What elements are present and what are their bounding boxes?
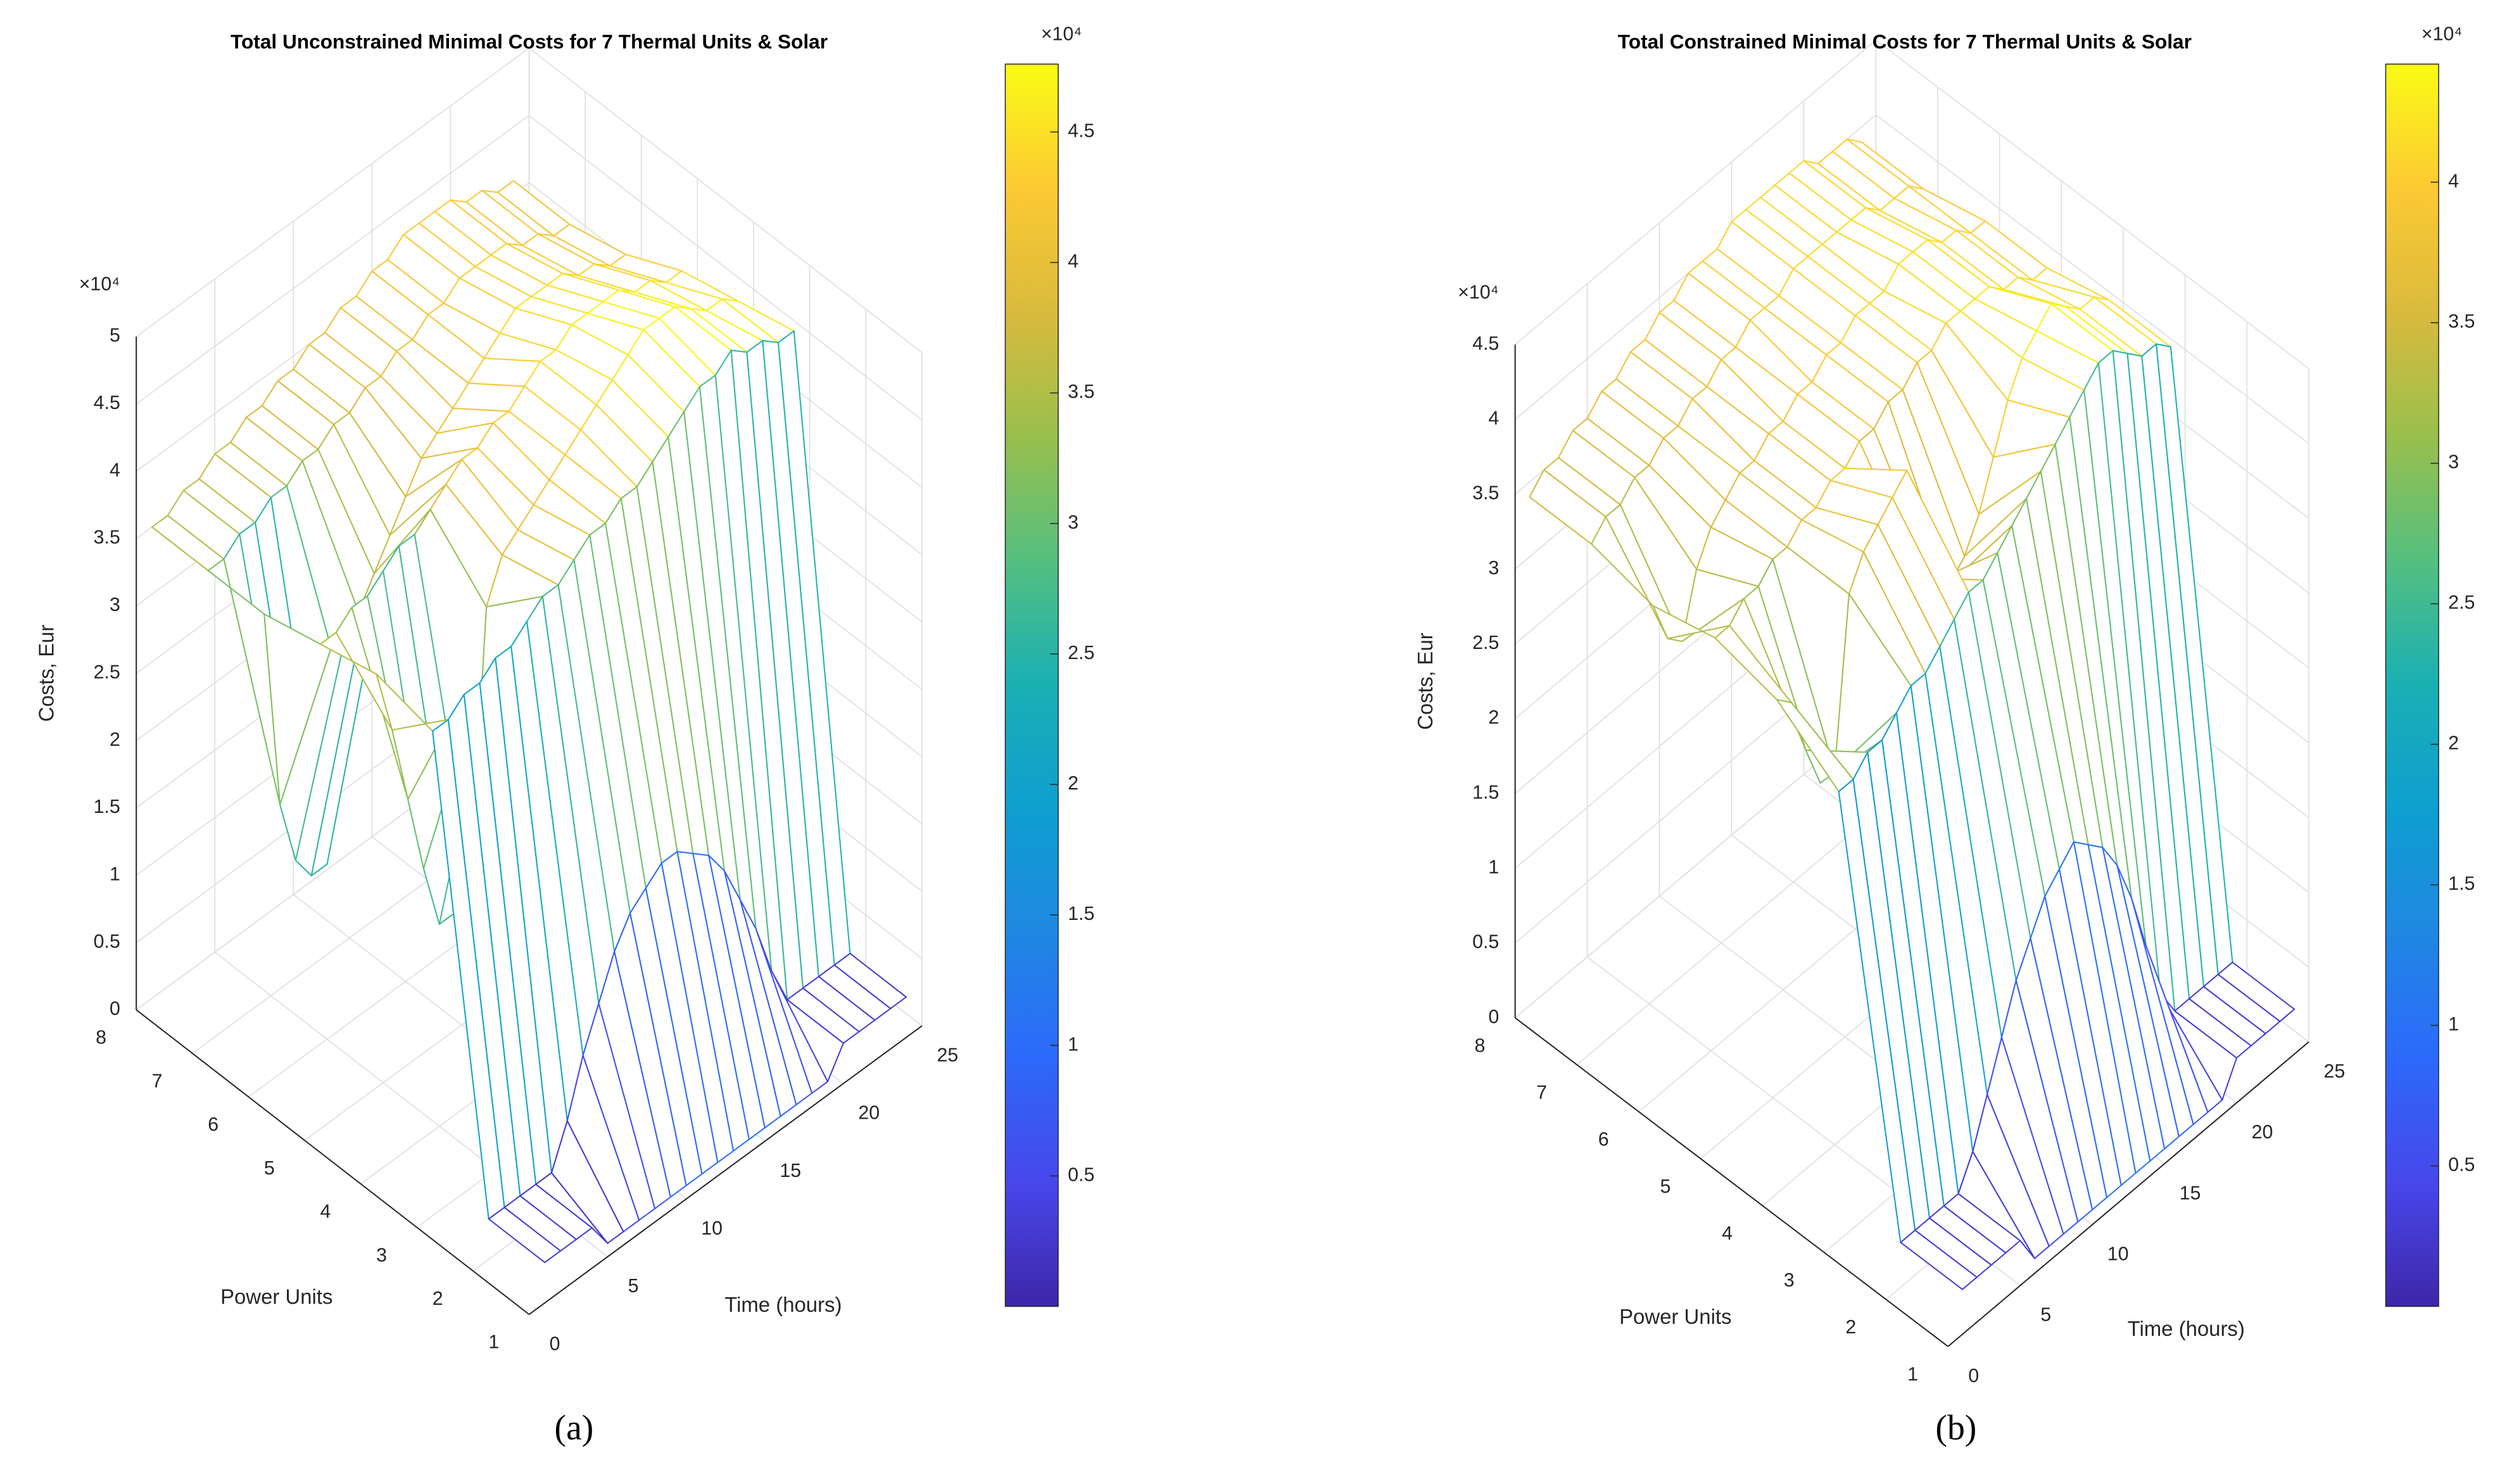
mesh-cell bbox=[1900, 1229, 1978, 1290]
grid-line bbox=[1875, 39, 2309, 369]
z-tick-label: 2 bbox=[1488, 707, 1499, 728]
z-tick-label: 4.5 bbox=[1472, 332, 1499, 354]
mesh-cell bbox=[488, 1207, 562, 1264]
z-tick-label: 4 bbox=[1488, 408, 1499, 429]
colorbar-tick-label: 3 bbox=[2448, 451, 2459, 473]
grid-line bbox=[136, 47, 529, 337]
z-tick-label: 3 bbox=[1488, 557, 1499, 579]
y-tick-label: 3 bbox=[376, 1244, 387, 1266]
panel-label: (a) bbox=[555, 1409, 594, 1448]
axis-line bbox=[136, 1009, 530, 1315]
colorbar-tick-label: 3.5 bbox=[2448, 311, 2475, 332]
colorbar-tick-label: 0.5 bbox=[1068, 1164, 1094, 1185]
x-tick-label: 5 bbox=[628, 1275, 639, 1297]
y-tick-label: 3 bbox=[1784, 1269, 1795, 1291]
colorbar-tick-label: 1 bbox=[1068, 1033, 1078, 1055]
y-tick-label: 1 bbox=[488, 1331, 499, 1353]
panel-label: (b) bbox=[1935, 1409, 1976, 1448]
axis-line bbox=[1515, 1017, 1949, 1347]
chart-title: Total Unconstrained Minimal Costs for 7 … bbox=[231, 30, 828, 53]
colorbar bbox=[2385, 63, 2439, 1307]
colorbar-tick-label: 1.5 bbox=[2448, 873, 2475, 895]
y-axis-title: Power Units bbox=[1619, 1305, 1731, 1328]
y-tick-label: 4 bbox=[1722, 1223, 1733, 1244]
z-tick-label: 1 bbox=[1488, 856, 1499, 877]
z-tick-label: 1 bbox=[110, 863, 120, 884]
axis-line bbox=[1947, 1041, 2309, 1347]
colorbar-tick-label: 1.5 bbox=[1068, 903, 1094, 924]
colorbar-tick-label: 2 bbox=[2448, 733, 2459, 754]
z-tick-label: 3.5 bbox=[1472, 482, 1499, 504]
z-tick-label: 4 bbox=[110, 459, 120, 481]
chart-title: Total Constrained Minimal Costs for 7 Th… bbox=[1618, 30, 2192, 53]
x-axis-title: Time (hours) bbox=[724, 1293, 842, 1316]
z-tick-label: 3.5 bbox=[94, 527, 120, 548]
x-tick-label: 25 bbox=[2324, 1060, 2346, 1082]
x-tick-label: 10 bbox=[2107, 1243, 2129, 1264]
z-tick-label: 0 bbox=[110, 998, 120, 1019]
z-tick-label: 3 bbox=[110, 594, 120, 615]
colorbar-exponent: ×10⁴ bbox=[2422, 23, 2463, 45]
x-tick-label: 20 bbox=[858, 1102, 880, 1124]
colorbar-tick-label: 2.5 bbox=[1068, 642, 1094, 663]
grid-line bbox=[1875, 114, 2309, 444]
x-tick-label: 0 bbox=[1968, 1365, 1979, 1387]
grid-line bbox=[529, 115, 923, 420]
axis-line bbox=[528, 1025, 923, 1315]
x-tick-label: 20 bbox=[2252, 1121, 2273, 1143]
y-tick-label: 8 bbox=[96, 1027, 106, 1048]
y-tick-label: 6 bbox=[1598, 1129, 1609, 1150]
grid-line bbox=[1515, 39, 1876, 345]
y-tick-label: 1 bbox=[1907, 1363, 1918, 1385]
y-tick-label: 5 bbox=[264, 1157, 275, 1179]
x-tick-label: 0 bbox=[550, 1333, 560, 1354]
z-tick-label: 1.5 bbox=[1472, 781, 1499, 803]
y-tick-label: 6 bbox=[208, 1114, 218, 1135]
x-tick-label: 5 bbox=[2040, 1304, 2051, 1326]
colorbar-tick-label: 4 bbox=[1068, 251, 1078, 272]
x-tick-label: 15 bbox=[780, 1160, 801, 1181]
y-tick-label: 8 bbox=[1474, 1034, 1485, 1056]
grid-line bbox=[529, 47, 923, 353]
y-tick-label: 7 bbox=[152, 1070, 163, 1091]
z-tick-label: 2.5 bbox=[1472, 632, 1499, 653]
z-tick-label: 2.5 bbox=[94, 661, 120, 682]
y-tick-label: 2 bbox=[1845, 1316, 1856, 1338]
colorbar-exponent: ×10⁴ bbox=[1041, 23, 1082, 45]
x-tick-label: 15 bbox=[2180, 1182, 2201, 1204]
z-exponent: ×10⁴ bbox=[79, 274, 120, 295]
z-axis-title: Costs, Eur bbox=[35, 625, 58, 722]
y-axis-title: Power Units bbox=[220, 1285, 332, 1308]
y-tick-label: 2 bbox=[433, 1288, 443, 1309]
colorbar-tick-label: 2 bbox=[1068, 772, 1078, 794]
z-tick-label: 0.5 bbox=[1472, 931, 1499, 953]
y-tick-label: 5 bbox=[1660, 1176, 1671, 1197]
colorbar bbox=[1004, 63, 1059, 1307]
z-axis-title: Costs, Eur bbox=[1413, 632, 1437, 730]
z-tick-label: 0.5 bbox=[94, 931, 120, 952]
z-tick-label: 4.5 bbox=[94, 392, 120, 413]
colorbar-tick-label: 4 bbox=[2448, 170, 2459, 192]
z-tick-label: 0 bbox=[1488, 1006, 1499, 1028]
x-tick-label: 10 bbox=[701, 1217, 723, 1239]
z-exponent: ×10⁴ bbox=[1458, 281, 1499, 303]
grid-line bbox=[136, 115, 529, 405]
x-axis-title: Time (hours) bbox=[2128, 1317, 2245, 1340]
colorbar-tick-label: 2.5 bbox=[2448, 592, 2475, 613]
y-tick-label: 4 bbox=[320, 1201, 331, 1223]
z-tick-label: 5 bbox=[110, 325, 120, 346]
z-tick-label: 2 bbox=[110, 729, 120, 750]
y-tick-label: 7 bbox=[1536, 1081, 1547, 1103]
z-tick-label: 1.5 bbox=[94, 796, 120, 817]
colorbar-tick-label: 1 bbox=[2448, 1014, 2459, 1035]
colorbar-tick-label: 3 bbox=[1068, 512, 1078, 533]
colorbar-tick-label: 0.5 bbox=[2448, 1154, 2475, 1176]
colorbar-tick-label: 4.5 bbox=[1068, 120, 1094, 141]
colorbar-tick-label: 3.5 bbox=[1068, 381, 1094, 403]
x-tick-label: 25 bbox=[937, 1045, 958, 1066]
